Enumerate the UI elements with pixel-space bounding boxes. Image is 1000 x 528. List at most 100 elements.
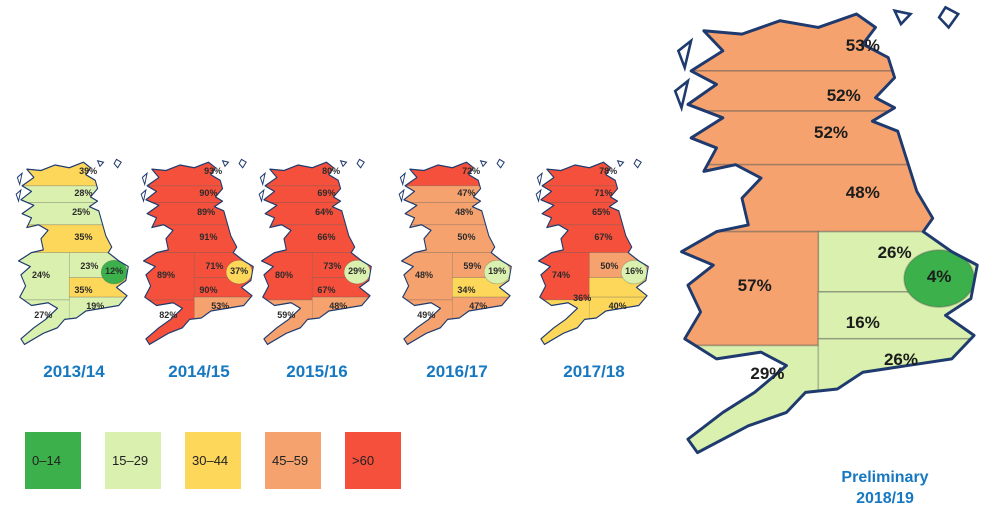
region-value-label: 71% bbox=[205, 260, 224, 271]
legend-label: 15–29 bbox=[112, 453, 149, 468]
legend-swatch-30-44: 30–44 bbox=[185, 432, 241, 489]
island-outline bbox=[113, 158, 122, 169]
uk-coastline bbox=[143, 161, 254, 346]
region-zone-r5 bbox=[538, 252, 590, 301]
region-value-label: 82% bbox=[159, 310, 178, 321]
island-outline bbox=[399, 171, 406, 187]
uk-map-graphic bbox=[673, 5, 979, 455]
island-outline bbox=[258, 188, 265, 203]
uk-coastline bbox=[401, 161, 512, 346]
region-value-label: 19% bbox=[488, 266, 507, 277]
region-value-label: 26% bbox=[877, 243, 912, 263]
region-value-label: 50% bbox=[457, 231, 476, 242]
region-value-label: 80% bbox=[322, 166, 341, 177]
region-value-label: 59% bbox=[463, 260, 482, 271]
region-value-label: 48% bbox=[845, 183, 880, 203]
region-zone-r5 bbox=[18, 252, 70, 301]
legend-label: 45–59 bbox=[272, 453, 309, 468]
uk-map-graphic bbox=[398, 158, 512, 346]
island-outline bbox=[616, 160, 625, 168]
legend-label: 30–44 bbox=[192, 453, 229, 468]
island-outline bbox=[221, 160, 230, 168]
region-value-label: 69% bbox=[317, 187, 336, 198]
region-value-label: 57% bbox=[737, 275, 772, 295]
region-value-label: 23% bbox=[80, 260, 99, 271]
uk-coastline bbox=[18, 161, 129, 346]
region-value-label: 48% bbox=[329, 300, 348, 311]
region-value-label: 71% bbox=[594, 187, 613, 198]
region-value-label: 25% bbox=[72, 206, 91, 217]
region-value-label: 37% bbox=[230, 266, 249, 277]
region-value-label: 93% bbox=[204, 166, 223, 177]
island-outline bbox=[259, 171, 266, 187]
uk-choropleth-map-2015-16: 80% 69% 64% 66% 73% 80% 29% 59% 67% 48% bbox=[258, 158, 376, 350]
year-label-2017-18: 2017/18 bbox=[563, 362, 625, 381]
region-value-label: 24% bbox=[31, 270, 50, 281]
legend-swatch-0-14: 0–14 bbox=[25, 432, 81, 489]
uk-map-graphic bbox=[258, 158, 372, 346]
uk-choropleth-map-2016-17: 72% 47% 48% 50% 59% 48% 19% 49% 34% 47% bbox=[398, 158, 516, 350]
region-value-label: 16% bbox=[845, 312, 880, 332]
region-zone-r5 bbox=[681, 230, 820, 347]
legend-swatch-over-60: >60 bbox=[345, 432, 401, 489]
region-value-label: 39% bbox=[79, 166, 98, 177]
region-value-label: 52% bbox=[826, 86, 861, 106]
region-value-label: 34% bbox=[457, 285, 476, 296]
island-outline bbox=[140, 188, 147, 203]
year-label-2014-15: 2014/15 bbox=[168, 362, 230, 381]
island-outline bbox=[676, 37, 694, 72]
legend-label: >60 bbox=[352, 453, 375, 468]
region-value-label: 80% bbox=[274, 270, 293, 281]
region-value-label: 72% bbox=[462, 166, 481, 177]
uk-coastline bbox=[680, 12, 979, 455]
island-outline bbox=[356, 158, 365, 169]
island-outline bbox=[16, 171, 23, 187]
caption-line-2: 2018/19 bbox=[856, 489, 914, 507]
region-value-label: 26% bbox=[883, 349, 918, 369]
uk-coastline bbox=[538, 161, 649, 346]
region-value-label: 74% bbox=[551, 270, 570, 281]
island-outline bbox=[536, 171, 543, 187]
region-value-label: 53% bbox=[211, 300, 230, 311]
region-value-label: 50% bbox=[600, 260, 619, 271]
region-value-label: 35% bbox=[74, 285, 93, 296]
island-outline bbox=[141, 171, 148, 187]
island-outline bbox=[15, 188, 22, 203]
region-value-label: 90% bbox=[199, 187, 218, 198]
region-value-label: 49% bbox=[417, 310, 436, 321]
uk-choropleth-map-2013-14: 39% 28% 25% 35% 23% 24% 12% 27% 35% 19% bbox=[15, 158, 133, 350]
year-label-2015-16: 2015/16 bbox=[286, 362, 348, 381]
uk-map-graphic bbox=[15, 158, 129, 346]
island-outline bbox=[633, 158, 642, 169]
region-zone-r5 bbox=[143, 252, 195, 301]
region-zone-r5 bbox=[401, 252, 453, 301]
uk-choropleth-map-2018-19-preliminary: 53% 52% 52% 48% 26% 57% 4% 29% 16% 26% bbox=[672, 4, 990, 466]
region-value-label: 19% bbox=[86, 300, 105, 311]
region-value-label: 64% bbox=[315, 206, 334, 217]
island-outline bbox=[496, 158, 505, 169]
region-value-label: 89% bbox=[197, 206, 216, 217]
region-zone-r5 bbox=[261, 252, 313, 301]
region-value-label: 29% bbox=[750, 363, 785, 383]
island-outline bbox=[892, 8, 914, 27]
region-value-label: 67% bbox=[594, 231, 613, 242]
legend: 0–14 15–29 30–44 45–59 >60 bbox=[25, 432, 401, 489]
caption-line-1: Preliminary bbox=[841, 469, 929, 486]
island-outline bbox=[339, 160, 348, 168]
island-outline bbox=[238, 158, 247, 169]
region-value-label: 16% bbox=[625, 266, 644, 277]
region-value-label: 52% bbox=[813, 123, 849, 143]
region-value-label: 90% bbox=[199, 285, 218, 296]
region-value-label: 47% bbox=[469, 300, 488, 311]
region-value-label: 35% bbox=[74, 231, 93, 242]
island-outline bbox=[937, 5, 961, 30]
legend-swatch-15-29: 15–29 bbox=[105, 432, 161, 489]
region-value-label: 91% bbox=[199, 231, 218, 242]
year-label-2013-14: 2013/14 bbox=[43, 362, 105, 381]
region-value-label: 4% bbox=[926, 266, 952, 286]
region-value-label: 65% bbox=[592, 206, 611, 217]
uk-choropleth-map-2014-15: 93% 90% 89% 91% 71% 89% 37% 82% 90% 53% bbox=[140, 158, 258, 350]
uk-coastline bbox=[261, 161, 372, 346]
region-value-label: 67% bbox=[317, 285, 336, 296]
